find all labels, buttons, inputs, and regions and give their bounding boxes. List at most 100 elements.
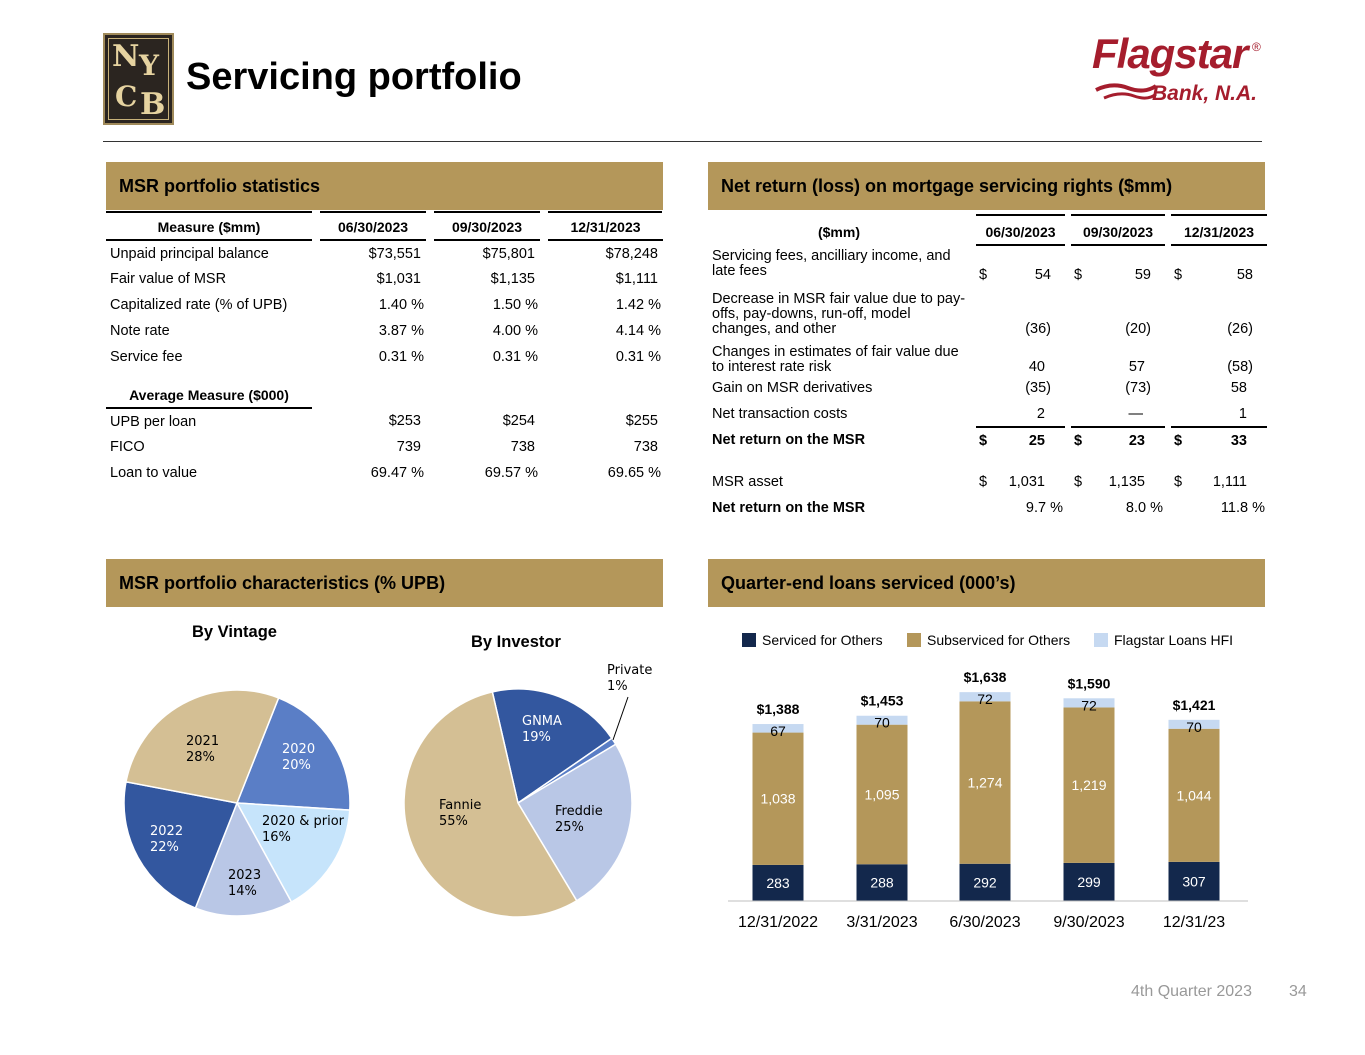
col-overline [106, 211, 312, 213]
column-header: 12/31/2023 [548, 215, 663, 241]
cell-value: 4.14 % [615, 323, 661, 339]
table-row: FICO 739 738 738 [106, 434, 663, 460]
cell-value: 3.87 % [378, 323, 424, 339]
cell-value: 57 [1128, 359, 1145, 375]
dollar-sign: $ [1174, 432, 1183, 449]
pie-slice-freddie [516, 743, 633, 902]
pie-slice-2021 [125, 689, 280, 804]
row-label: Note rate [110, 323, 170, 339]
bar-segment-flagstar-loans-hfi [959, 692, 1011, 702]
table-row: Decrease in MSR fair value due to pay-of… [708, 283, 1267, 337]
footer-quarter-label: 4th Quarter 2023 [1131, 983, 1252, 1000]
cell-value: 69.47 % [370, 465, 424, 481]
bar-total-label: $1,590 [1068, 675, 1111, 691]
table-row: Capitalized rate (% of UPB) 1.40 % 1.50 … [106, 292, 663, 318]
table-row: Loan to value 69.47 % 69.57 % 69.65 % [106, 460, 663, 486]
column-header: 09/30/2023 [1071, 219, 1165, 246]
col-overline [976, 214, 1065, 216]
bar-total-label: $1,388 [757, 701, 800, 717]
row-label: Decrease in MSR fair value due to pay-of… [712, 291, 966, 337]
cell-value: 0.31 % [492, 349, 538, 365]
cell-value: 69.57 % [484, 465, 538, 481]
page-number: 34 [1289, 983, 1307, 1000]
column-header: Measure ($mm) [106, 215, 312, 241]
bar-total-label: $1,638 [964, 669, 1007, 685]
dollar-sign: $ [979, 474, 988, 490]
nycb-logo: N Y C B [103, 33, 174, 125]
cell-value: 1,031 [1008, 474, 1045, 490]
column-header: 06/30/2023 [320, 215, 426, 241]
cell-value: (58) [1227, 359, 1253, 375]
bar-segment-subserviced-for-others [1063, 707, 1115, 863]
cell-value: 2 [990, 401, 1065, 428]
flagstar-logo-subtext: Bank, N.A. [1152, 82, 1258, 105]
cell-value: 4.00 % [492, 323, 538, 339]
bar-segment-flagstar-loans-hfi [856, 715, 908, 725]
row-label: Net transaction costs [712, 406, 848, 422]
logo-letter-b: B [140, 87, 166, 122]
bar-data-label: 72 [1081, 697, 1097, 713]
table-subheader-row: Average Measure ($000) [106, 382, 663, 409]
cell-value: — [1085, 401, 1165, 428]
legend-label: Subserviced for Others [927, 632, 1071, 648]
cell-value: 1 [1185, 401, 1267, 428]
vintage-chart-title: By Vintage [192, 623, 277, 641]
bar-segment-subserviced-for-others [1168, 728, 1220, 862]
cell-value: $1,111 [615, 271, 658, 287]
logo-letter-c: C [115, 80, 138, 113]
x-axis-tick-label: 6/30/2023 [949, 914, 1020, 931]
column-header: ($mm) [817, 224, 860, 240]
flagstar-wave-icon [1095, 83, 1158, 100]
legend-label: Flagstar Loans HFI [1114, 632, 1234, 648]
col-overline [1171, 214, 1267, 216]
pie-label: 2020 & prior 16% [262, 814, 345, 845]
cell-value: 58 [1230, 380, 1247, 396]
table-row: Unpaid principal balance $73,551 $75,801… [106, 240, 663, 266]
dollar-sign: $ [1074, 474, 1083, 490]
cell-value: $73,551 [368, 245, 421, 262]
col-overline [1071, 214, 1165, 216]
pie-label: 2020 20% [282, 742, 315, 773]
section-header-loans-serviced: Quarter-end loans serviced (000’s) [708, 559, 1265, 607]
cell-value: (73) [1125, 380, 1151, 396]
bar-segment-serviced-for-others [1168, 861, 1220, 901]
pie-label: GNMA 19% [522, 714, 562, 745]
cell-value: 40 [1028, 359, 1045, 375]
cell-value: 1,111 [1212, 474, 1247, 490]
cell-value: (26) [1227, 321, 1253, 337]
vintage-pie-chart: 2020 20% 2020 & prior 16%2023 14% 2022 22% 2021… [123, 689, 351, 917]
cell-value: 0.31 % [615, 349, 661, 365]
bar-segment-flagstar-loans-hfi [1063, 698, 1115, 708]
cell-value: $75,801 [482, 245, 535, 262]
cell-value: 1.42 % [615, 297, 661, 313]
cell-value: (36) [1025, 321, 1051, 337]
bar-data-label: 292 [973, 874, 997, 890]
cell-value: 23 [1128, 432, 1145, 449]
cell-value: 0.31 % [378, 349, 424, 365]
section-header-characteristics: MSR portfolio characteristics (% UPB) [106, 559, 663, 607]
cell-value: (20) [1125, 321, 1151, 337]
cell-value: 25 [1028, 432, 1045, 449]
table-row: MSR asset $ 1,031 $ 1,135 $ 1,111 [708, 469, 1267, 495]
pie-slice-fannie [403, 691, 578, 918]
table-row: Changes in estimates of fair value due t… [708, 337, 1267, 375]
table-row: Service fee 0.31 % 0.31 % 0.31 % [106, 344, 663, 370]
x-axis-tick-label: 9/30/2023 [1053, 914, 1124, 931]
table-row: Net return on the MSR 9.7 % 8.0 % 11.8 % [708, 495, 1267, 521]
bar-data-label: 70 [874, 715, 890, 731]
dollar-sign: $ [1174, 267, 1183, 283]
cell-value: 58 [1236, 267, 1253, 283]
row-label: Changes in estimates of fair value due t… [712, 344, 959, 375]
title-divider [103, 141, 1262, 142]
cell-value: 1.40 % [378, 297, 424, 313]
bar-segment-serviced-for-others [1063, 862, 1115, 901]
legend-item: Serviced for Others [742, 632, 883, 648]
cell-value: $255 [625, 413, 658, 429]
msr-stats-table: Measure ($mm) 06/30/2023 09/30/2023 12/3… [106, 215, 663, 486]
legend-swatch [907, 633, 921, 647]
pie-label-private: Private 1% [607, 663, 652, 694]
pie-slice-2020 [235, 696, 351, 811]
cell-value: (35) [1025, 380, 1051, 396]
table-row: Fair value of MSR $1,031 $1,135 $1,111 [106, 266, 663, 292]
cell-value: 9.7 % [1025, 500, 1063, 516]
